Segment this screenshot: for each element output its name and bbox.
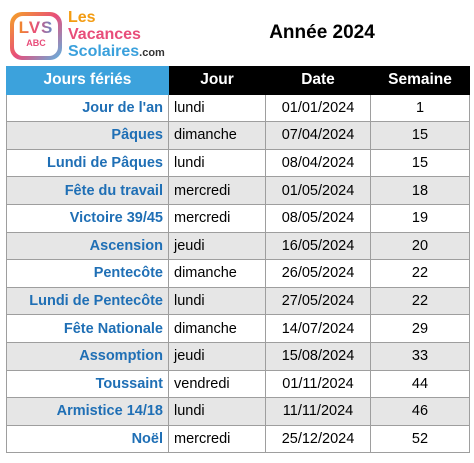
table-body: Jour de l'an lundi 01/01/2024 1 Pâques dimanc…: [6, 93, 470, 454]
column-header-holiday: Jours fériés: [6, 66, 169, 95]
day-cell: jeudi: [168, 231, 266, 261]
logo-line-2: Vacances: [68, 26, 141, 43]
holidays-table: Jours fériés Jour Date Semaine Jour de l…: [6, 66, 470, 454]
day-cell: dimanche: [168, 121, 266, 150]
week-cell: 29: [370, 314, 470, 343]
day-cell: lundi: [168, 93, 266, 123]
table-row: Toussaint vendredi 01/11/2024 44: [6, 369, 470, 399]
logo-badge: LVS ABC: [10, 12, 62, 60]
date-cell: 26/05/2024: [265, 259, 371, 288]
date-cell: 27/05/2024: [265, 286, 371, 316]
day-cell: mercredi: [168, 424, 266, 454]
week-cell: 22: [370, 259, 470, 288]
table-row: Ascension jeudi 16/05/2024 20: [6, 231, 470, 261]
holiday-name-cell: Toussaint: [6, 369, 169, 399]
day-cell: dimanche: [168, 259, 266, 288]
logo-brand-name: Les Vacances Scolaires.com: [68, 10, 165, 61]
date-cell: 14/07/2024: [265, 314, 371, 343]
logo-badge-subtext: ABC: [26, 38, 46, 48]
day-cell: dimanche: [168, 314, 266, 343]
date-cell: 07/04/2024: [265, 121, 371, 150]
date-cell: 16/05/2024: [265, 231, 371, 261]
table-row: Lundi de Pâques lundi 08/04/2024 15: [6, 148, 470, 178]
table-row: Jour de l'an lundi 01/01/2024 1: [6, 93, 470, 123]
page-title: Année 2024: [269, 22, 375, 43]
holiday-name-cell: Pentecôte: [6, 259, 169, 288]
week-cell: 46: [370, 397, 470, 426]
column-header-day: Jour: [168, 66, 266, 95]
day-cell: lundi: [168, 148, 266, 178]
week-cell: 22: [370, 286, 470, 316]
week-cell: 44: [370, 369, 470, 399]
week-cell: 20: [370, 231, 470, 261]
table-row: Lundi de Pentecôte lundi 27/05/2024 22: [6, 286, 470, 316]
holiday-name-cell: Lundi de Pâques: [6, 148, 169, 178]
logo-badge-text: LVS: [14, 18, 58, 38]
week-cell: 15: [370, 148, 470, 178]
week-cell: 19: [370, 203, 470, 233]
holiday-name-cell: Fête du travail: [6, 176, 169, 205]
table-row: Pâques dimanche 07/04/2024 15: [6, 121, 470, 150]
day-cell: mercredi: [168, 176, 266, 205]
table-row: Fête du travail mercredi 01/05/2024 18: [6, 176, 470, 205]
logo-domain-suffix: .com: [139, 47, 165, 59]
logo-line-1: Les: [68, 9, 96, 26]
week-cell: 33: [370, 341, 470, 371]
date-cell: 11/11/2024: [265, 397, 371, 426]
date-cell: 15/08/2024: [265, 341, 371, 371]
logo-line-3-text: Scolaires: [68, 43, 140, 60]
table-row: Armistice 14/18 lundi 11/11/2024 46: [6, 397, 470, 426]
column-header-week: Semaine: [370, 66, 470, 95]
date-cell: 01/01/2024: [265, 93, 371, 123]
column-header-date: Date: [265, 66, 371, 95]
holiday-name-cell: Ascension: [6, 231, 169, 261]
holiday-name-cell: Pâques: [6, 121, 169, 150]
week-cell: 1: [370, 93, 470, 123]
week-cell: 15: [370, 121, 470, 150]
table-row: Assomption jeudi 15/08/2024 33: [6, 341, 470, 371]
date-cell: 01/11/2024: [265, 369, 371, 399]
date-cell: 01/05/2024: [265, 176, 371, 205]
date-cell: 08/04/2024: [265, 148, 371, 178]
day-cell: lundi: [168, 397, 266, 426]
day-cell: jeudi: [168, 341, 266, 371]
table-row: Fête Nationale dimanche 14/07/2024 29: [6, 314, 470, 343]
day-cell: vendredi: [168, 369, 266, 399]
logo-line-3: Scolaires.com: [68, 44, 165, 61]
holiday-name-cell: Noël: [6, 424, 169, 454]
date-cell: 08/05/2024: [265, 203, 371, 233]
table-header-row: Jours fériés Jour Date Semaine: [6, 66, 470, 95]
holiday-name-cell: Fête Nationale: [6, 314, 169, 343]
table-row: Noël mercredi 25/12/2024 52: [6, 424, 470, 454]
week-cell: 18: [370, 176, 470, 205]
holiday-name-cell: Lundi de Pentecôte: [6, 286, 169, 316]
holiday-name-cell: Jour de l'an: [6, 93, 169, 123]
holiday-name-cell: Assomption: [6, 341, 169, 371]
table-row: Victoire 39/45 mercredi 08/05/2024 19: [6, 203, 470, 233]
table-row: Pentecôte dimanche 26/05/2024 22: [6, 259, 470, 288]
holiday-name-cell: Victoire 39/45: [6, 203, 169, 233]
day-cell: lundi: [168, 286, 266, 316]
day-cell: mercredi: [168, 203, 266, 233]
site-logo[interactable]: LVS ABC Les Vacances Scolaires.com: [6, 6, 170, 64]
week-cell: 52: [370, 424, 470, 454]
date-cell: 25/12/2024: [265, 424, 371, 454]
holiday-name-cell: Armistice 14/18: [6, 397, 169, 426]
